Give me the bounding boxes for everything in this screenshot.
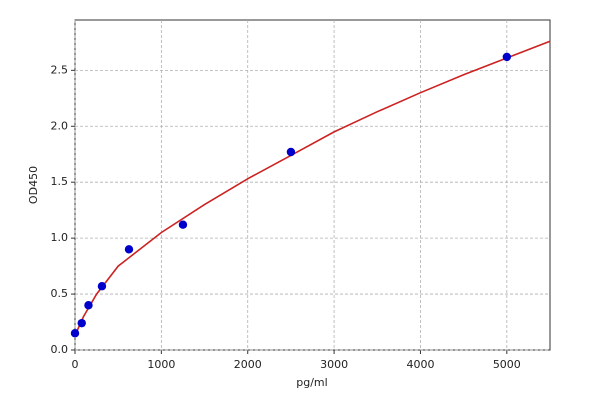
x-tick-label: 3000	[320, 358, 348, 371]
plot-frame	[74, 19, 551, 351]
y-axis-label: OD450	[27, 166, 40, 204]
x-tick-label: 0	[72, 358, 79, 371]
data-point	[97, 282, 107, 291]
y-tick-label: 1.0	[51, 231, 69, 244]
data-point	[84, 301, 93, 310]
data-point	[286, 147, 296, 157]
x-tick-label: 1000	[147, 358, 175, 371]
y-tick-label: 2.0	[51, 119, 69, 132]
x-tick-label: 2000	[234, 358, 262, 371]
data-point	[124, 245, 134, 254]
grid: 0 1000 2000 3000 4000 5000 0.0 0.5 1.0 1.5 2.0 2.5	[51, 20, 550, 371]
y-tick-label: 0.0	[51, 343, 69, 356]
x-axis-label: pg/ml	[296, 376, 327, 389]
data-point	[77, 318, 86, 328]
x-tick-label: 5000	[493, 358, 521, 371]
y-tick-label: 0.5	[51, 287, 69, 300]
y-tick-label: 1.5	[51, 175, 69, 188]
data-point	[178, 220, 188, 229]
data-point	[70, 329, 80, 338]
data-point	[502, 52, 512, 62]
x-tick-label: 4000	[406, 358, 434, 371]
marks	[70, 40, 551, 338]
y-tick-label: 2.5	[51, 63, 69, 76]
